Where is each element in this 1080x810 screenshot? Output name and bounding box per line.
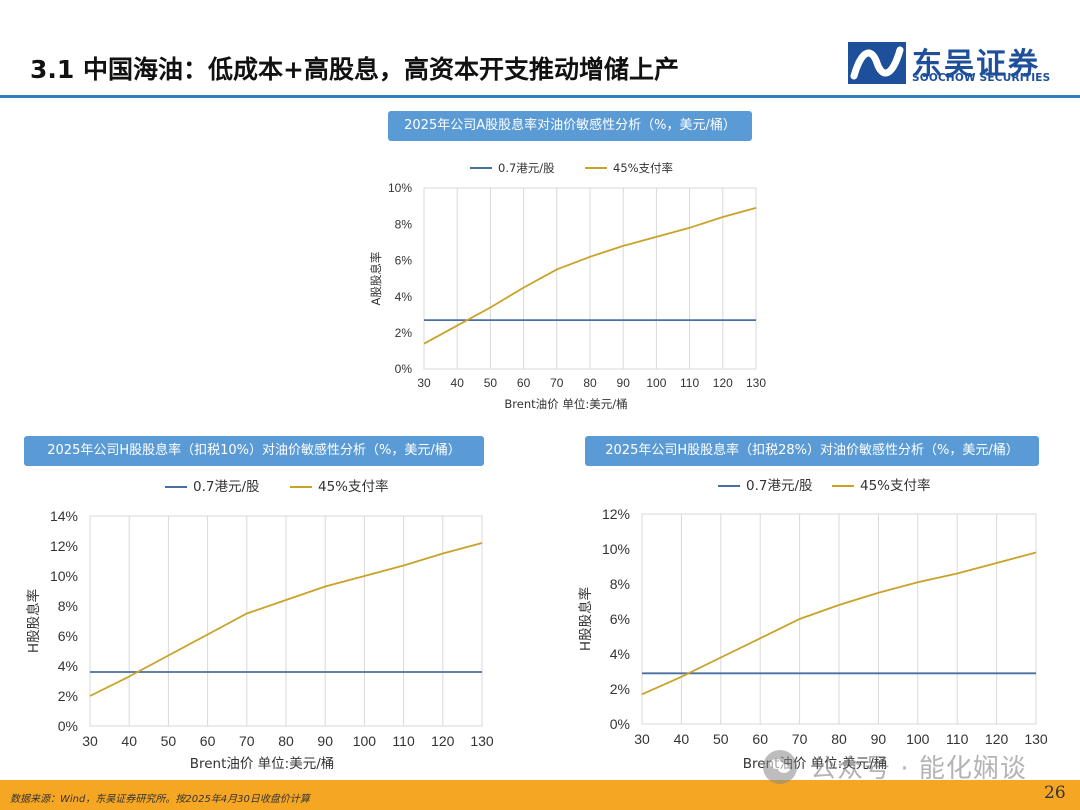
watermark-text: 公众号 · 能化娴谈 (810, 754, 1027, 784)
legend-label: 0.7港元/股 (498, 161, 555, 175)
y-tick-label: 12% (50, 538, 78, 554)
series-line-payout-ratio (641, 551, 1037, 696)
x-tick-label: 90 (617, 376, 631, 390)
legend-label: 45%支付率 (613, 161, 673, 175)
y-tick-label: 2% (610, 681, 630, 697)
x-tick-label: 50 (161, 733, 177, 749)
x-tick-label: 70 (550, 376, 564, 390)
y-tick-label: 6% (395, 254, 413, 268)
y-tick-label: 8% (610, 576, 630, 592)
footer-bar (0, 780, 1080, 810)
y-axis-label: A股股息率 (369, 252, 383, 306)
y-tick-label: 10% (50, 568, 78, 584)
x-tick-label: 110 (680, 376, 699, 390)
y-tick-label: 10% (602, 541, 630, 557)
x-tick-label: 130 (1024, 731, 1048, 747)
legend-label: 45%支付率 (318, 478, 389, 495)
x-tick-label: 70 (239, 733, 255, 749)
y-axis-label: H股股息率 (577, 587, 594, 651)
logo-chinese-name: 东吴证券 (912, 47, 1040, 82)
x-tick-label: 90 (871, 731, 887, 747)
y-tick-label: 2% (58, 688, 78, 704)
slide-title: 3.1 中国海油：低成本+高股息，高资本开支推动增储上产 (30, 55, 679, 84)
y-tick-label: 14% (50, 508, 78, 524)
x-tick-label: 60 (200, 733, 216, 749)
chart-h10-title: 2025年公司H股股息率（扣税10%）对油价敏感性分析（%，美元/桶） (24, 436, 484, 466)
x-tick-label: 120 (985, 731, 1009, 747)
chart-h28-title: 2025年公司H股股息率（扣税28%）对油价敏感性分析（%，美元/桶） (585, 436, 1039, 466)
y-tick-label: 4% (58, 658, 78, 674)
watermark: 公众号 · 能化娴谈 (763, 748, 1027, 784)
logo-english-name: SOOCHOW SECURITIES (912, 72, 1051, 84)
x-tick-label: 130 (470, 733, 494, 749)
x-tick-label: 50 (484, 376, 498, 390)
legend-label: 45%支付率 (860, 477, 931, 494)
x-tick-label: 50 (713, 731, 729, 747)
y-tick-label: 4% (395, 290, 413, 304)
x-tick-label: 90 (317, 733, 333, 749)
page-number: 26 (1044, 783, 1066, 803)
x-tick-label: 110 (946, 731, 969, 747)
wechat-icon (763, 749, 797, 784)
legend-label: 0.7港元/股 (193, 479, 260, 495)
x-tick-label: 100 (906, 731, 930, 747)
y-tick-label: 12% (602, 506, 630, 522)
x-tick-label: 60 (752, 731, 768, 747)
x-tick-label: 30 (82, 733, 98, 749)
x-axis-label: Brent油价 单位:美元/桶 (190, 756, 335, 772)
y-tick-label: 8% (58, 598, 78, 614)
y-axis-label: H股股息率 (25, 589, 42, 653)
x-tick-label: 80 (831, 731, 847, 747)
x-tick-label: 100 (353, 733, 377, 749)
soochow-logo-icon (848, 42, 906, 84)
x-tick-label: 40 (451, 376, 465, 390)
x-tick-label: 80 (583, 376, 597, 390)
y-tick-label: 2% (395, 326, 413, 340)
x-tick-label: 110 (392, 733, 415, 749)
chart-h-share-28pct-dividend: 30 40 50 60 70 80 90 100 110 120 130 0% 2% 4% 6% 8% 10% 1… (577, 477, 1048, 772)
y-tick-label: 10% (388, 181, 412, 195)
x-tick-label: 80 (278, 733, 294, 749)
x-axis-label: Brent油价 单位:美元/桶 (504, 397, 627, 411)
x-tick-label: 40 (121, 733, 137, 749)
title-divider (0, 95, 1080, 98)
x-tick-label: 120 (431, 733, 455, 749)
x-tick-label: 60 (517, 376, 531, 390)
x-tick-label: 30 (634, 731, 650, 747)
chart-a-title: 2025年公司A股股息率对油价敏感性分析（%，美元/桶） (388, 111, 752, 141)
x-tick-label: 30 (417, 376, 431, 390)
y-tick-label: 6% (610, 611, 630, 627)
y-tick-label: 0% (610, 716, 630, 732)
y-tick-label: 0% (395, 362, 413, 376)
y-tick-label: 4% (610, 646, 630, 662)
chart-a-share-dividend: 30 40 50 60 70 80 90 100 110 120 130 0% 2% 4% 6% 8% 10% 0… (369, 161, 766, 411)
series-line-payout-ratio (423, 207, 757, 345)
x-tick-label: 70 (792, 731, 808, 747)
y-tick-label: 6% (58, 628, 78, 644)
series-line-payout-ratio (89, 542, 483, 697)
legend-label: 0.7港元/股 (746, 478, 813, 494)
y-tick-label: 0% (58, 718, 78, 734)
y-tick-label: 8% (395, 217, 413, 231)
x-tick-label: 120 (713, 376, 733, 390)
x-tick-label: 40 (674, 731, 690, 747)
chart-h-share-10pct-dividend: 30 40 50 60 70 80 90 100 110 120 130 0% 2% 4% 6% 8% 10% 1… (25, 478, 494, 772)
footer-source: 数据来源：Wind，东吴证券研究所。按2025年4月30日收盘价计算 (10, 794, 310, 805)
x-tick-label: 100 (646, 376, 666, 390)
company-logo: 东吴证券 SOOCHOW SECURITIES (848, 42, 1058, 84)
x-tick-label: 130 (746, 376, 766, 390)
